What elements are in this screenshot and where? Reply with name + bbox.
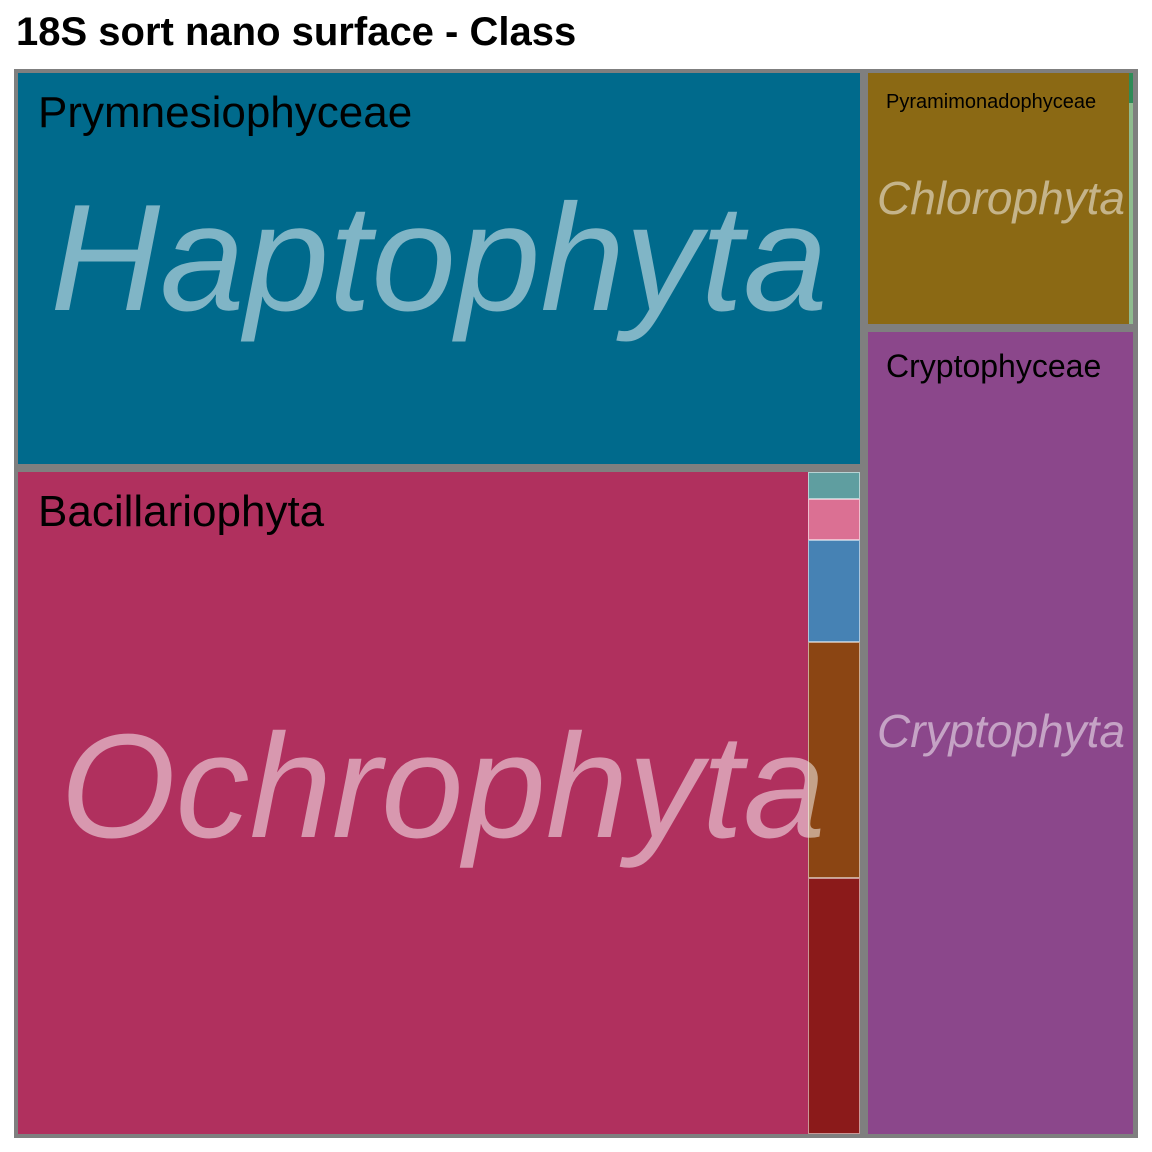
- class-label-cryptophyceae: Cryptophyceae: [886, 348, 1102, 384]
- phylum-label-haptophyta: Haptophyta: [50, 173, 828, 343]
- treemap-group-haptophyta[interactable]: Prymnesiophyceae Haptophyta: [18, 73, 860, 464]
- class-label-pyramimonadophyceae: Pyramimonadophyceae: [886, 91, 1097, 113]
- phylum-label-chlorophyta: Chlorophyta: [876, 172, 1126, 224]
- chart-title: 18S sort nano surface - Class: [16, 10, 577, 54]
- phylum-label-ochrophyta: Ochrophyta: [60, 704, 826, 869]
- phylum-label-cryptophyta: Cryptophyta: [876, 705, 1126, 757]
- treemap-tile-ochrophyta-class-4[interactable]: [808, 540, 860, 642]
- treemap-tile-cryptophyceae[interactable]: [868, 332, 1133, 1134]
- treemap-tile-prymnesiophyceae[interactable]: [18, 73, 860, 464]
- treemap-group-chlorophyta[interactable]: Pyramimonadophyceae Chlorophyta: [868, 73, 1133, 324]
- treemap-group-ochrophyta[interactable]: Bacillariophyta Ochrophyta: [18, 472, 860, 1134]
- treemap-tile-ochrophyta-class-2[interactable]: [808, 472, 860, 499]
- treemap-group-cryptophyta[interactable]: Cryptophyceae Cryptophyta: [868, 332, 1133, 1134]
- treemap-tile-pyramimonadophyceae[interactable]: [868, 73, 1129, 324]
- class-label-prymnesiophyceae: Prymnesiophyceae: [38, 88, 413, 137]
- treemap-tile-chlorophyta-class-2[interactable]: [1129, 73, 1133, 324]
- treemap-tile-chlorophyta-class-3[interactable]: [1129, 73, 1133, 103]
- class-label-bacillariophyta: Bacillariophyta: [38, 487, 325, 536]
- treemap-tile-bacillariophyta[interactable]: [18, 472, 808, 1134]
- treemap-tile-ochrophyta-class-5[interactable]: [808, 642, 860, 878]
- treemap-tile-ochrophyta-class-6[interactable]: [808, 878, 860, 1134]
- treemap-tile-ochrophyta-class-3[interactable]: [808, 499, 860, 540]
